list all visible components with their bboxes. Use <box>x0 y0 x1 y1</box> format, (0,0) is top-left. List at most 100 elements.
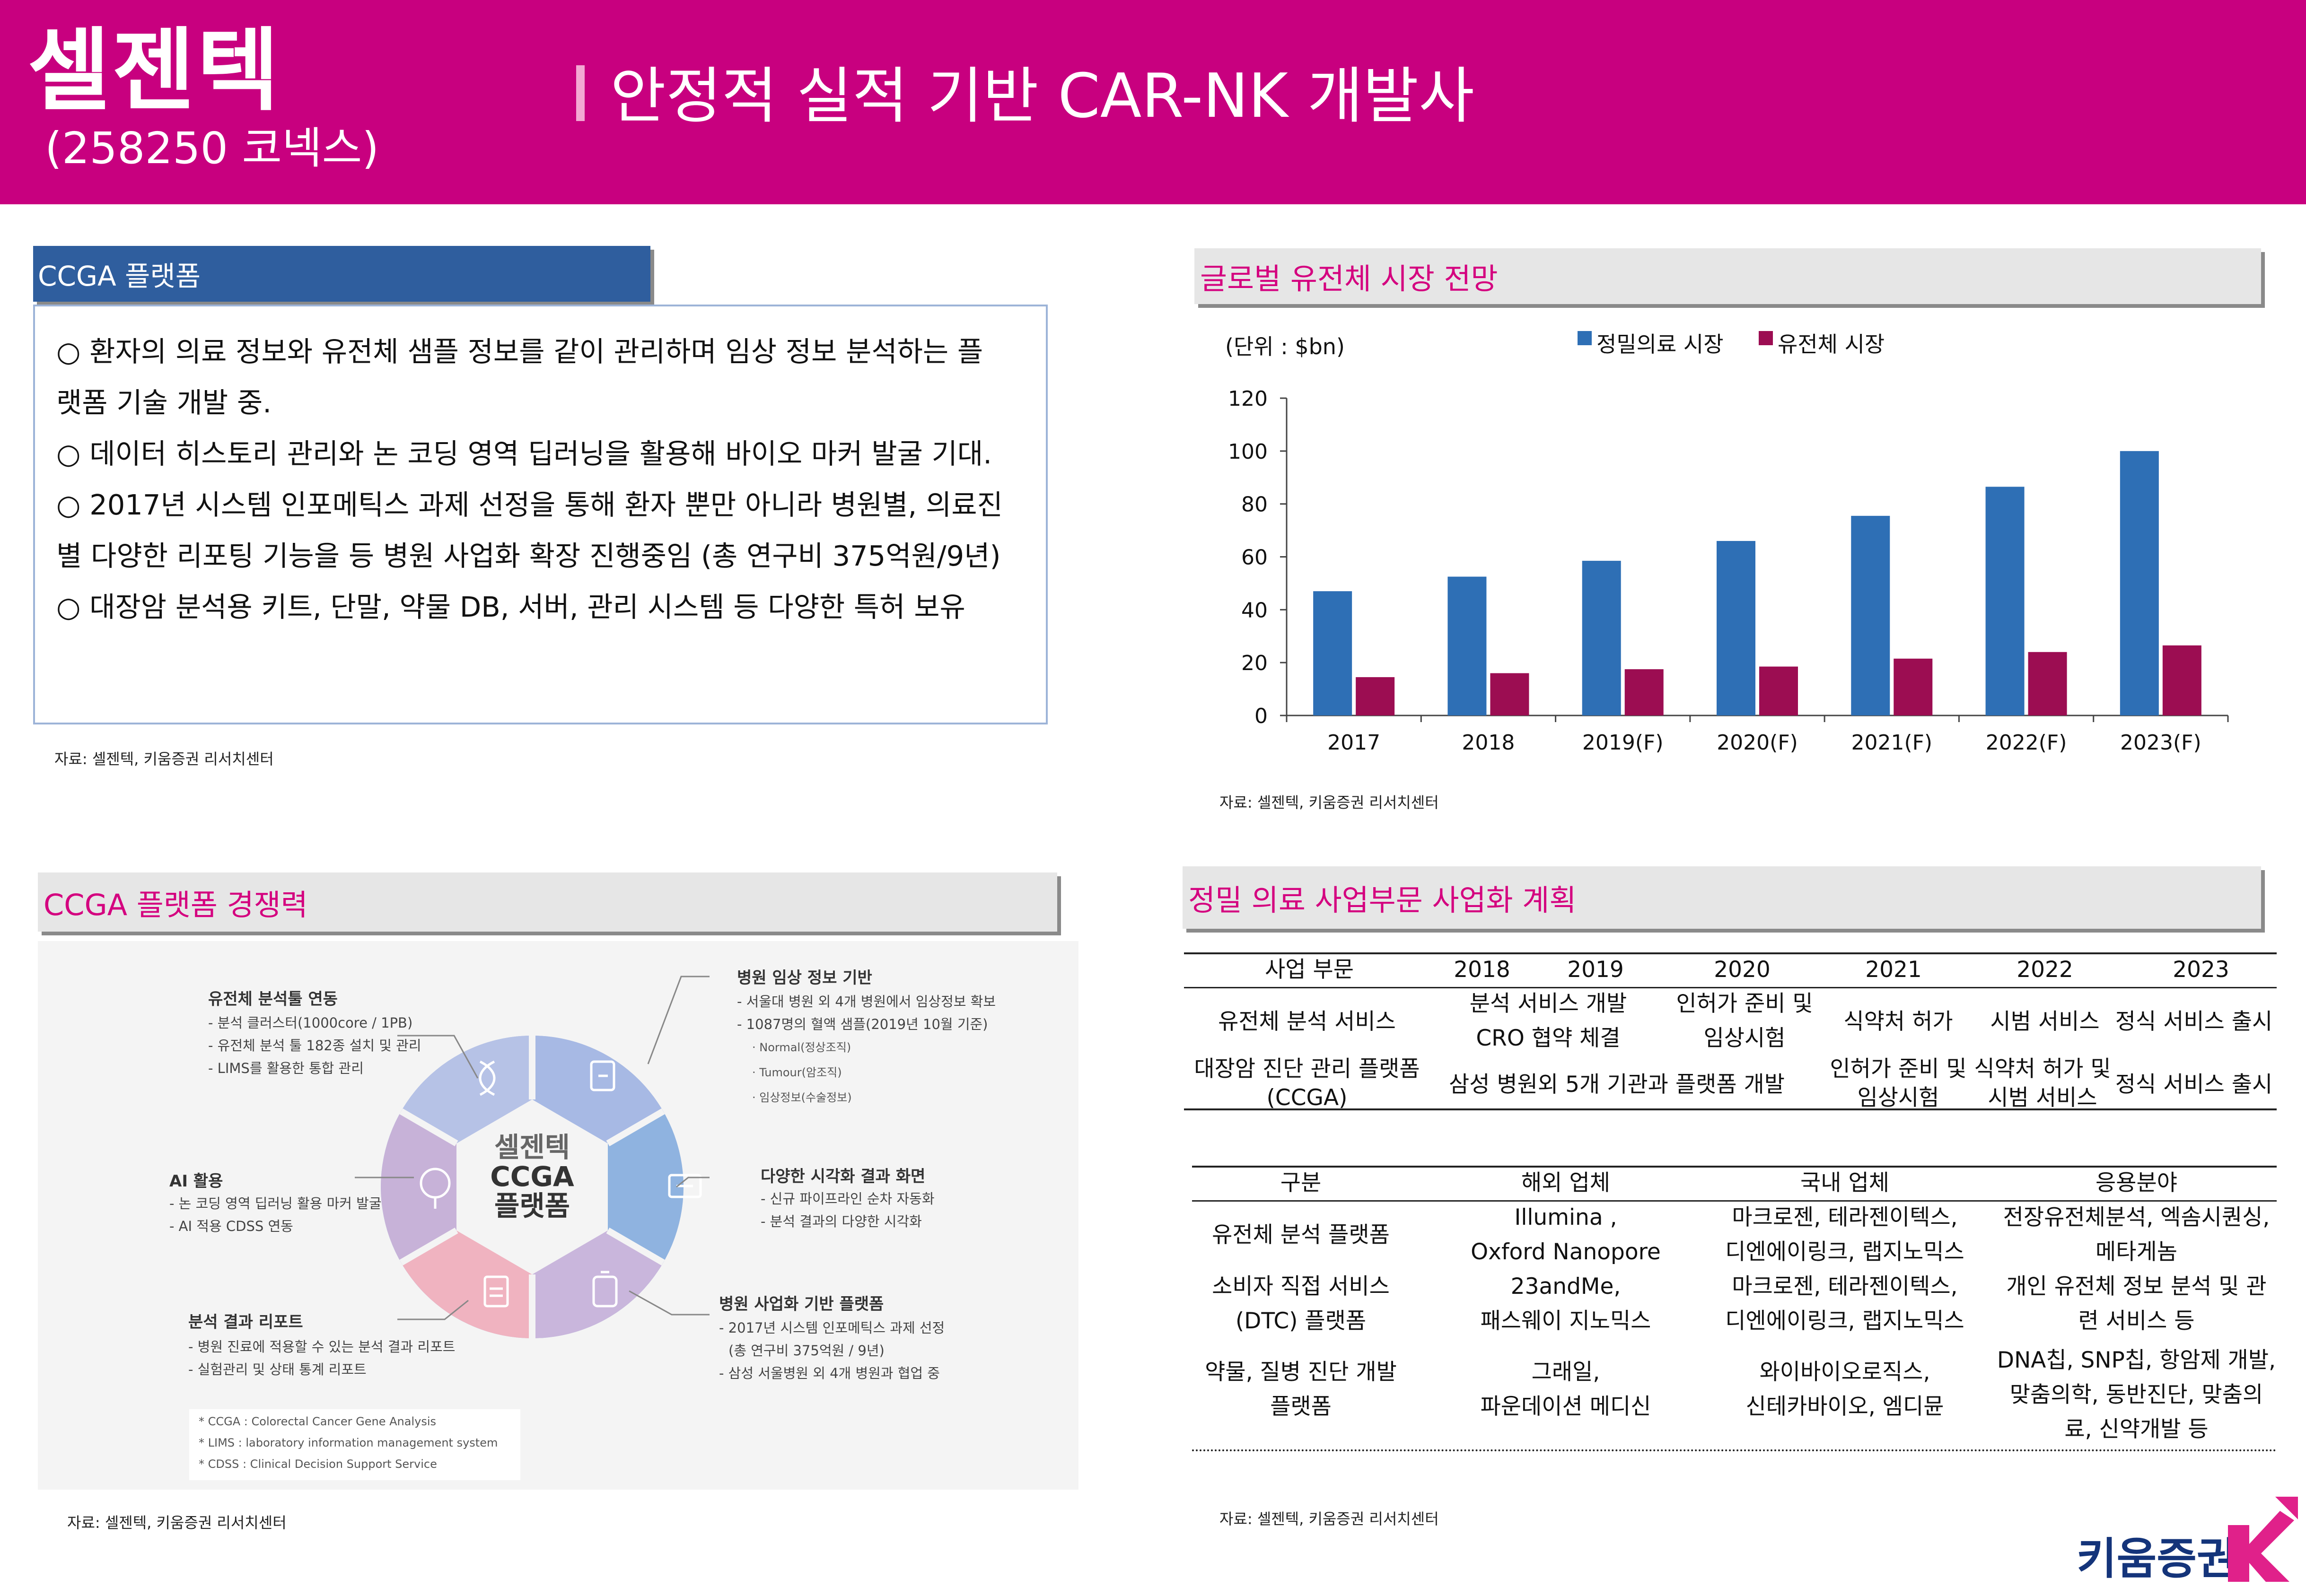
table-cell: Oxford Nanopore <box>1471 1239 1661 1265</box>
legend-swatch-precision <box>1578 331 1592 345</box>
diagram-center-label: 셀젠텍 CCGA 플랫폼 <box>485 1133 579 1221</box>
table-cell: 마크로젠, 테라젠이텍스, <box>1732 1273 1958 1299</box>
bar <box>2120 451 2159 715</box>
block-item: - 2017년 시스템 인포메틱스 과제 선정 <box>719 1320 945 1336</box>
header-cell: 응용분야 <box>2096 1170 2177 1196</box>
block-item: - 분석 결과의 다양한 시각화 <box>761 1213 922 1230</box>
bar <box>1624 669 1664 715</box>
header-cell: 2018 <box>1454 957 1510 983</box>
table-cell: 임상시험 <box>1703 1025 1786 1051</box>
connector-line <box>397 1035 479 1079</box>
table-cell: 마크로젠, 테라젠이텍스, <box>1732 1204 1958 1230</box>
table-cell: 인허가 준비 및 <box>1830 1056 1967 1082</box>
block-item: - LIMS를 활용한 통합 관리 <box>208 1060 364 1076</box>
bar <box>1490 673 1529 715</box>
table-cell: 신테카바이오, 엠디뮨 <box>1745 1394 1944 1420</box>
ccga-section-header: CCGA 플랫폼 <box>33 246 650 302</box>
ccga-source: 자료: 셀젠텍, 키움증권 리서치센터 <box>54 750 274 768</box>
plan-section-title: 정밀 의료 사업부문 사업화 계획 <box>1188 883 1577 917</box>
bar <box>1851 515 1890 715</box>
table-cell: 전장유전체분석, 엑솜시퀀싱, <box>2003 1204 2270 1230</box>
row-label: 약물, 질병 진단 개발 <box>1205 1359 1397 1385</box>
block-title: 병원 사업화 기반 플랫폼 <box>719 1295 884 1314</box>
bar <box>1894 658 1933 715</box>
bar <box>1717 541 1755 715</box>
clipboard-icon <box>483 1275 509 1308</box>
block-title: 병원 임상 정보 기반 <box>737 968 872 987</box>
monitor-icon <box>668 1174 702 1198</box>
block-item: - 서울대 병원 외 4개 병원에서 임상정보 확보 <box>737 994 996 1010</box>
table-cell: 23andMe, <box>1510 1273 1621 1299</box>
market-bar-chart: 0 20 40 60 80 100 120 2017 2018 2019(F) 2020(F) 202… <box>1228 387 2229 755</box>
table-cell: 메타게놈 <box>2096 1239 2177 1265</box>
y-tick-label: 0 <box>1254 704 1268 728</box>
company-name: 셀젠텍 <box>27 18 281 123</box>
y-tick-label: 80 <box>1241 493 1268 517</box>
y-tick-label: 20 <box>1241 651 1268 675</box>
luggage-icon <box>592 1271 618 1308</box>
platform-section-header: CCGA 플랫폼 경쟁력 <box>38 872 1057 932</box>
footnote: * LIMS : laboratory information manageme… <box>199 1436 498 1449</box>
row-label: (CCGA) <box>1266 1085 1348 1111</box>
kiwoom-logo-text: 키움증권 <box>2077 1534 2237 1584</box>
table-cell: 료, 신약개발 등 <box>2064 1416 2209 1442</box>
ccga-platform-diagram: 셀젠텍 CCGA 플랫폼 유전체 분석툴 연동 - 분석 클러스터(1000co… <box>38 941 1078 1490</box>
ccga-line: ○ 환자의 의료 정보와 유전체 샘플 정보를 같이 관리하며 임상 정보 분석… <box>56 335 983 368</box>
table-cell: 디엔에이링크, 랩지노믹스 <box>1725 1308 1964 1334</box>
market-source: 자료: 셀젠텍, 키움증권 리서치센터 <box>1219 794 1439 811</box>
row-label: 대장암 진단 관리 플랫폼 <box>1194 1056 1420 1082</box>
x-tick-label: 2023(F) <box>2120 731 2201 755</box>
ccga-section-title: CCGA 플랫폼 <box>38 260 201 292</box>
bar <box>1356 677 1395 715</box>
center-line: CCGA <box>490 1160 574 1193</box>
table-cell: CRO 협약 체결 <box>1476 1025 1621 1051</box>
table-cell: 맞춤의학, 동반진단, 맞춤의 <box>2009 1382 2263 1408</box>
connector-line <box>397 1299 469 1320</box>
plan-source: 자료: 셀젠텍, 키움증권 리서치센터 <box>1219 1510 1439 1528</box>
x-tick-label: 2021(F) <box>1851 731 1932 755</box>
bar <box>1447 576 1487 715</box>
block-item: - 병원 진료에 적용할 수 있는 분석 결과 리포트 <box>188 1339 456 1355</box>
bar <box>1985 487 2025 715</box>
header-cell: 구분 <box>1280 1170 1322 1196</box>
table-cell: 임상시험 <box>1857 1085 1939 1111</box>
bar <box>2162 645 2201 715</box>
ccga-line: ○ 데이터 히스토리 관리와 논 코딩 영역 딥러닝을 활용해 바이오 마커 발… <box>56 437 992 470</box>
block-item: (총 연구비 375억원 / 9년) <box>728 1343 885 1359</box>
block-subitem: · Normal(정상조직) <box>752 1041 851 1054</box>
block-item: - 삼성 서울병원 외 4개 병원과 협업 중 <box>719 1365 940 1381</box>
bar <box>1313 591 1352 715</box>
ccga-line: 랫폼 기술 개발 중. <box>56 386 272 419</box>
table-cell: Illumina , <box>1514 1204 1617 1230</box>
table-cell: 삼성 병원외 5개 기관과 플랫폼 개발 <box>1449 1072 1785 1098</box>
page-title: 안정적 실적 기반 CAR-NK 개발사 <box>610 61 1474 131</box>
ccga-line: 별 다양한 리포팅 기능을 등 병원 사업화 확장 진행중임 (총 연구비 37… <box>56 540 1001 572</box>
table-cell: 련 서비스 등 <box>2078 1308 2195 1334</box>
y-tick-label: 120 <box>1228 387 1268 411</box>
x-tick-label: 2018 <box>1462 731 1515 755</box>
ccga-text-box: ○ 환자의 의료 정보와 유전체 샘플 정보를 같이 관리하며 임상 정보 분석… <box>33 305 1048 724</box>
block-item: - 분석 클러스터(1000core / 1PB) <box>208 1015 413 1031</box>
header-cell: 2019 <box>1567 957 1624 983</box>
center-line: 셀젠텍 <box>494 1131 570 1163</box>
block-subitem: · 임상정보(수술정보) <box>752 1091 852 1104</box>
block-item: - 1087명의 혈액 샘플(2019년 10월 기준) <box>737 1016 988 1032</box>
block-title: 다양한 시각화 결과 화면 <box>761 1167 926 1186</box>
ccga-line: ○ 대장암 분석용 키트, 단말, 약물 DB, 서버, 관리 시스템 등 다양… <box>56 591 965 623</box>
y-tick-label: 100 <box>1228 440 1268 464</box>
industry-table: 구분 해외 업체 국내 업체 응용분야 유전체 분석 플랫폼 Illumina … <box>1192 1166 2277 1456</box>
table-cell: 분석 서비스 개발 <box>1469 991 1627 1017</box>
block-item: - 실험관리 및 상태 통계 리포트 <box>188 1361 367 1378</box>
block-subitem: · Tumour(암조직) <box>752 1066 842 1079</box>
platform-section-title: CCGA 플랫폼 경쟁력 <box>44 887 308 922</box>
legend-label-precision: 정밀의료 시장 <box>1596 331 1724 357</box>
kiwoom-logo-icon: K <box>2228 1497 2298 1582</box>
footnote-box: * CCGA : Colorectal Cancer Gene Analysis… <box>189 1409 520 1480</box>
row-label: 유전체 분석 서비스 <box>1218 1009 1396 1035</box>
table-cell: 개인 유전체 정보 분석 및 관 <box>2006 1273 2267 1299</box>
legend-label-genome: 유전체 시장 <box>1778 331 1885 357</box>
table-cell: 패스웨이 지노믹스 <box>1480 1308 1651 1334</box>
header-cell: 2020 <box>1714 957 1771 983</box>
footnote: * CDSS : Clinical Decision Support Servi… <box>199 1457 437 1471</box>
y-tick-label: 60 <box>1241 546 1268 570</box>
